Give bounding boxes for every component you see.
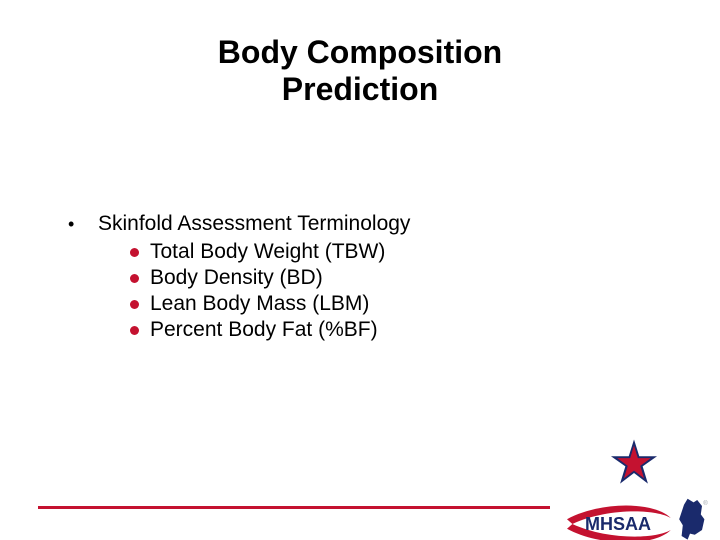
svg-text:®: ® [703, 500, 708, 507]
title-line-1: Body Composition [0, 34, 720, 71]
level1-item: • Skinfold Assessment Terminology [68, 212, 628, 236]
level2-item: Percent Body Fat (%BF) [130, 318, 628, 342]
level2-item: Body Density (BD) [130, 266, 628, 290]
level1-text: Skinfold Assessment Terminology [98, 212, 410, 236]
slide-body: • Skinfold Assessment Terminology Total … [68, 212, 628, 344]
level1-bullet: • [68, 214, 98, 235]
level2-text: Body Density (BD) [150, 266, 323, 290]
level2-item: Lean Body Mass (LBM) [130, 292, 628, 316]
level2-bullet-icon [130, 300, 150, 309]
slide-title: Body Composition Prediction [0, 34, 720, 108]
footer-divider [38, 506, 550, 509]
bullet-dot-icon [130, 274, 139, 283]
title-line-2: Prediction [0, 71, 720, 108]
level2-text: Total Body Weight (TBW) [150, 240, 385, 264]
level2-bullet-icon [130, 248, 150, 257]
bullet-dot-icon [130, 300, 139, 309]
star-icon [610, 438, 658, 486]
level2-text: Lean Body Mass (LBM) [150, 292, 369, 316]
level2-bullet-icon [130, 326, 150, 335]
level2-text: Percent Body Fat (%BF) [150, 318, 378, 342]
bullet-dot-icon [130, 248, 139, 257]
level2-item: Total Body Weight (TBW) [130, 240, 628, 264]
level2-bullet-icon [130, 274, 150, 283]
bullet-dot-icon [130, 326, 139, 335]
slide-container: { "title": { "line1": "Body Composition"… [0, 34, 720, 540]
mhsaa-logo: MHSAA michigan high school athletic asso… [562, 494, 710, 540]
svg-text:MHSAA: MHSAA [585, 514, 651, 534]
